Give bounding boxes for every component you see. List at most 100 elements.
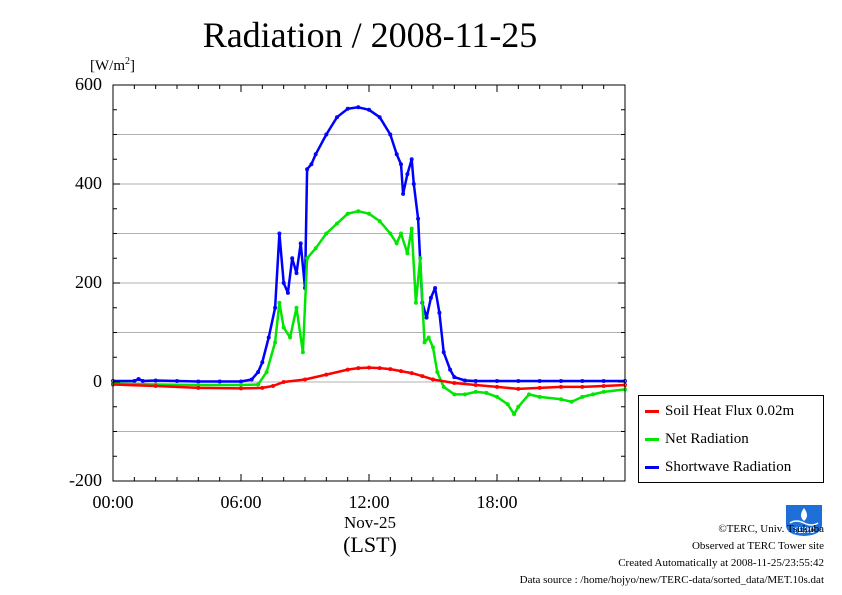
data-point [430, 345, 435, 350]
data-point [409, 226, 414, 231]
data-point [356, 105, 361, 110]
legend-item-shortwave-radiation: Shortwave Radiation [645, 455, 791, 479]
data-point [281, 379, 286, 384]
series-line-net-radiation [112, 209, 626, 416]
data-point [516, 386, 521, 391]
y-unit-base: [W/m [90, 58, 125, 74]
data-point [426, 335, 431, 340]
legend-label-shortwave-radiation: Shortwave Radiation [665, 458, 792, 475]
data-point [441, 384, 446, 389]
data-point [473, 382, 478, 387]
data-point [260, 360, 265, 365]
data-point [448, 367, 453, 372]
data-point [401, 191, 406, 196]
data-point [569, 399, 574, 404]
data-point [413, 300, 418, 305]
data-point [277, 300, 282, 305]
data-point [366, 365, 371, 370]
data-point [288, 335, 293, 340]
data-point [377, 219, 382, 224]
data-point [249, 377, 254, 382]
data-point [559, 384, 564, 389]
data-point [394, 241, 399, 246]
data-point [345, 106, 350, 111]
data-point [302, 377, 307, 382]
data-point [494, 394, 499, 399]
data-point [377, 115, 382, 120]
data-point [136, 376, 141, 381]
data-point [356, 209, 361, 214]
data-point [601, 389, 606, 394]
data-point [388, 367, 393, 372]
data-point [512, 412, 517, 417]
data-point [601, 383, 606, 388]
chart-title: Radiation / 2008-11-25 [202, 15, 538, 55]
data-point [305, 167, 310, 172]
data-point [473, 389, 478, 394]
series-layer [111, 105, 628, 417]
data-point [260, 385, 265, 390]
data-point [309, 162, 314, 167]
data-point [516, 378, 521, 383]
data-point [281, 280, 286, 285]
footer-copyright: ©TERC, Univ. Tsukuba [718, 523, 824, 535]
data-point [377, 366, 382, 371]
data-point [559, 397, 564, 402]
data-point [294, 271, 299, 276]
data-point [334, 221, 339, 226]
data-point [462, 378, 467, 383]
data-point [388, 231, 393, 236]
tick-marks [112, 84, 626, 482]
footer-created: Created Automatically at 2008-11-25/23:5… [618, 557, 824, 569]
data-point [405, 251, 410, 256]
data-point [366, 107, 371, 112]
legend-label-soil-heat-flux: Soil Heat Flux 0.02m [665, 402, 795, 419]
data-point [516, 404, 521, 409]
data-point [494, 378, 499, 383]
data-point [174, 378, 179, 383]
data-point [266, 335, 271, 340]
data-point [409, 157, 414, 162]
data-point [580, 378, 585, 383]
data-point [537, 378, 542, 383]
data-point [196, 385, 201, 390]
data-point [398, 369, 403, 374]
legend-label-net-radiation: Net Radiation [665, 430, 749, 447]
data-point [591, 392, 596, 397]
data-point [290, 256, 295, 261]
x-tick-label: 18:00 [476, 492, 518, 512]
y-tick-label: -200 [69, 470, 102, 490]
data-point [411, 181, 416, 186]
data-point [435, 370, 440, 375]
data-point [418, 256, 423, 261]
x-tick-label: 00:00 [92, 492, 134, 512]
logo-text: TERC [793, 526, 815, 535]
x-tick-label: 06:00 [220, 492, 262, 512]
data-point [298, 241, 303, 246]
data-point [437, 310, 442, 315]
legend-item-soil-heat-flux: Soil Heat Flux 0.02m [645, 399, 794, 423]
data-point [345, 211, 350, 216]
data-point [424, 315, 429, 320]
data-point [422, 340, 427, 345]
data-point [505, 402, 510, 407]
data-point [277, 231, 282, 236]
data-point [281, 325, 286, 330]
data-point [430, 377, 435, 382]
data-point [441, 350, 446, 355]
y-unit-sup: 2 [125, 56, 130, 67]
data-point [473, 378, 478, 383]
y-tick-label: 200 [75, 272, 102, 292]
data-point [537, 385, 542, 390]
data-point [452, 375, 457, 380]
data-point [285, 290, 290, 295]
data-point [420, 374, 425, 379]
data-point [313, 246, 318, 251]
data-point [313, 152, 318, 157]
y-tick-label: 600 [75, 74, 102, 94]
data-point [580, 394, 585, 399]
terc-logo-icon: TERC [786, 505, 822, 536]
data-point [416, 216, 421, 221]
data-point [264, 370, 269, 375]
